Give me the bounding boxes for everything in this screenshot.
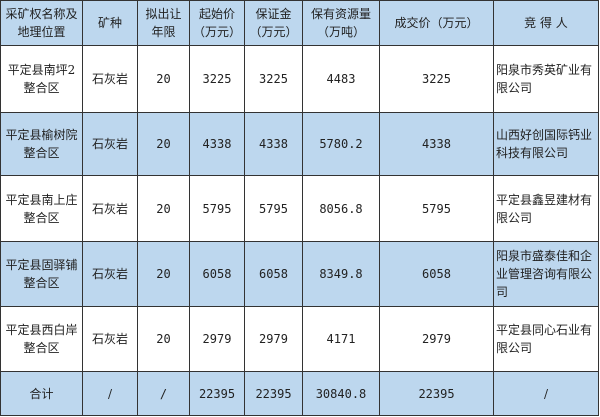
cell-reserve: 8349.8	[302, 241, 380, 307]
cell-reserve: 8056.8	[302, 175, 380, 242]
cell-start: 6058	[189, 241, 245, 307]
cell-winner: 阳泉市秀英矿业有限公司	[493, 45, 599, 113]
cell-deal: 2979	[379, 306, 494, 372]
header-years: 拟出让年限	[137, 0, 190, 46]
cell-winner: /	[493, 371, 599, 416]
cell-winner: 阳泉市盛泰佳和企业管理咨询有限公司	[493, 241, 599, 307]
cell-years: 20	[137, 241, 190, 307]
table-row: 平定县南坪2整合区 石灰岩 20 3225 3225 4483 3225 阳泉市秀英矿业有限公…	[0, 45, 599, 113]
table-row: 平定县榆树院整合区 石灰岩 20 4338 4338 5780.2 4338 山西好创国际钙业…	[0, 112, 599, 176]
cell-deal: 4338	[379, 112, 494, 176]
cell-name: 平定县南坪2整合区	[0, 45, 83, 113]
cell-deal: 6058	[379, 241, 494, 307]
cell-deposit: 6058	[244, 241, 303, 307]
cell-name: 合计	[0, 371, 83, 416]
header-mineral: 矿种	[82, 0, 138, 46]
table-row: 平定县西白岸整合区 石灰岩 20 2979 2979 4171 2979 平定县同心石业有限公…	[0, 306, 599, 372]
cell-reserve: 4171	[302, 306, 380, 372]
cell-winner: 山西好创国际钙业科技有限公司	[493, 112, 599, 176]
cell-start: 2979	[189, 306, 245, 372]
cell-years: 20	[137, 45, 190, 113]
cell-mineral: 石灰岩	[82, 45, 138, 113]
header-deal-price: 成交价（万元）	[379, 0, 494, 46]
cell-deposit: 2979	[244, 306, 303, 372]
header-start-price: 起始价（万元）	[189, 0, 245, 46]
cell-years: 20	[137, 306, 190, 372]
cell-winner: 平定县鑫昱建材有限公司	[493, 175, 599, 242]
cell-reserve: 30840.8	[302, 371, 380, 416]
cell-name: 平定县榆树院整合区	[0, 112, 83, 176]
cell-mineral: 石灰岩	[82, 241, 138, 307]
header-deposit: 保证金（万元）	[244, 0, 303, 46]
cell-years: 20	[137, 112, 190, 176]
cell-name: 平定县南上庄整合区	[0, 175, 83, 242]
cell-deposit: 4338	[244, 112, 303, 176]
table-row: 平定县南上庄整合区 石灰岩 20 5795 5795 8056.8 5795 平定县鑫昱建材有…	[0, 175, 599, 242]
header-name: 采矿权名称及地理位置	[0, 0, 83, 46]
cell-start: 5795	[189, 175, 245, 242]
cell-deal: 3225	[379, 45, 494, 113]
cell-deal: 5795	[379, 175, 494, 242]
cell-winner: 平定县同心石业有限公司	[493, 306, 599, 372]
cell-deposit: 5795	[244, 175, 303, 242]
cell-deposit: 22395	[244, 371, 303, 416]
cell-reserve: 5780.2	[302, 112, 380, 176]
cell-years: 20	[137, 175, 190, 242]
cell-reserve: 4483	[302, 45, 380, 113]
header-winner: 竞 得 人	[493, 0, 599, 46]
total-row: 合计 //22395 22395 30840.8 22395/	[0, 371, 599, 416]
table-row: 平定县固驿铺整合区 石灰岩 20 6058 6058 8349.8 6058 阳泉市盛泰佳和企…	[0, 241, 599, 307]
cell-mineral: 石灰岩	[82, 112, 138, 176]
header-row: 采矿权名称及地理位置 矿种 拟出让年限 起始价（万元） 保证金（万元） 保有资源…	[0, 0, 599, 46]
cell-mineral: /	[82, 371, 138, 416]
cell-years: /	[137, 371, 190, 416]
cell-start: 4338	[189, 112, 245, 176]
cell-name: 平定县固驿铺整合区	[0, 241, 83, 307]
header-reserve: 保有资源量（万吨）	[302, 0, 380, 46]
cell-start: 3225	[189, 45, 245, 113]
cell-deal: 22395	[379, 371, 494, 416]
cell-deposit: 3225	[244, 45, 303, 113]
cell-mineral: 石灰岩	[82, 306, 138, 372]
cell-start: 22395	[189, 371, 245, 416]
cell-name: 平定县西白岸整合区	[0, 306, 83, 372]
cell-mineral: 石灰岩	[82, 175, 138, 242]
